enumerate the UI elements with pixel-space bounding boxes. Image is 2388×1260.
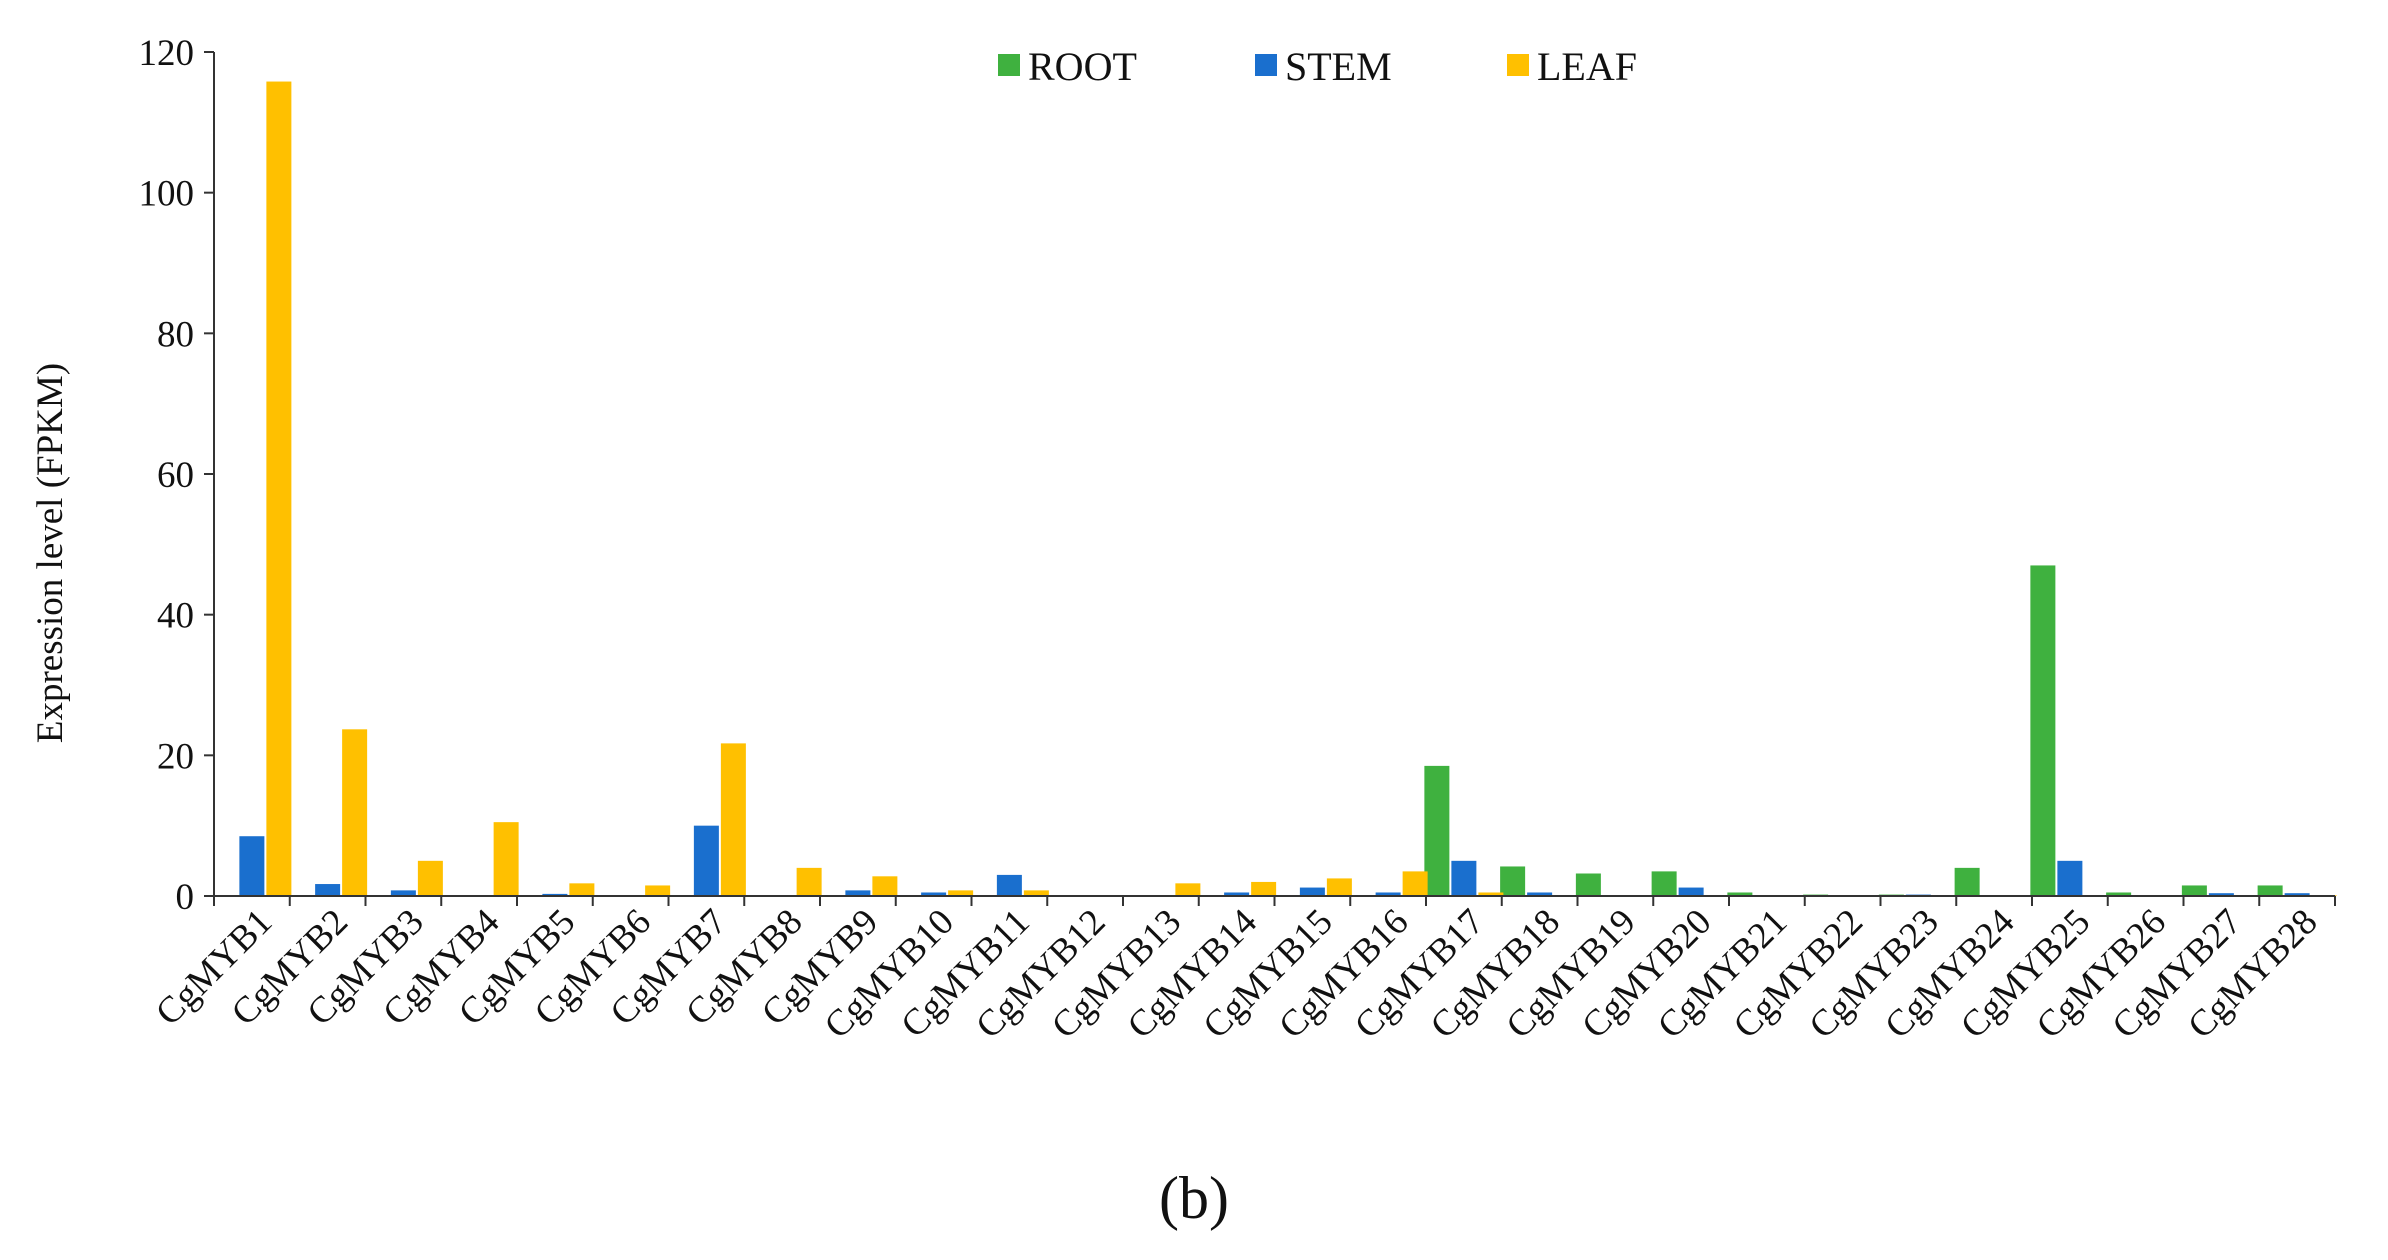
bar-stem-cgmyb27: [2208, 893, 2234, 896]
bar-root-cgmyb17: [1424, 765, 1450, 896]
bar-root-cgmyb21: [1727, 892, 1753, 896]
bar-leaf-cgmyb9: [872, 876, 898, 896]
legend: ROOT STEM LEAF: [998, 44, 1637, 89]
legend-swatch-leaf: [1507, 54, 1529, 76]
bar-stem-cgmyb11: [996, 874, 1022, 896]
y-axis-title: Expression level (FPKM): [30, 363, 71, 743]
bar-stem-cgmyb28: [2284, 893, 2310, 896]
bar-stem-cgmyb18: [1527, 892, 1553, 896]
bar-stem-cgmyb20: [1678, 887, 1704, 896]
y-axis-ticks: 0 20 40 60 80 100 120: [139, 33, 214, 918]
y-tick-label: 80: [157, 314, 194, 355]
panel-label: (b): [1159, 1165, 1229, 1231]
bar-leaf-cgmyb10: [948, 890, 974, 896]
bar-leaf-cgmyb17: [1478, 892, 1504, 896]
bar-stem-cgmyb5: [542, 893, 568, 896]
bar-leaf-cgmyb3: [417, 860, 443, 896]
bars-group: [239, 81, 2337, 897]
bar-leaf-cgmyb2: [342, 729, 368, 896]
bar-stem-cgmyb10: [921, 892, 947, 896]
legend-label-stem: STEM: [1285, 44, 1392, 89]
axes: [213, 52, 2336, 906]
bar-stem-cgmyb15: [1299, 887, 1325, 896]
bar-root-cgmyb19: [1575, 873, 1601, 896]
bar-stem-cgmyb14: [1224, 892, 1250, 896]
bar-leaf-cgmyb5: [569, 883, 595, 896]
y-tick-label: 40: [157, 596, 194, 637]
bar-leaf-cgmyb4: [493, 822, 519, 896]
bar-leaf-cgmyb8: [796, 867, 822, 896]
bar-root-cgmyb25: [2030, 565, 2056, 896]
bar-stem-cgmyb25: [2057, 860, 2083, 896]
bar-stem-cgmyb1: [239, 836, 265, 896]
legend-label-leaf: LEAF: [1537, 44, 1637, 89]
bar-root-cgmyb24: [1954, 867, 1980, 896]
bar-stem-cgmyb9: [845, 890, 871, 896]
legend-label-root: ROOT: [1028, 44, 1137, 89]
legend-swatch-stem: [1255, 54, 1277, 76]
bar-leaf-cgmyb16: [1402, 871, 1428, 896]
bar-root-cgmyb18: [1500, 866, 1526, 896]
bar-leaf-cgmyb6: [645, 885, 671, 896]
bar-leaf-cgmyb1: [266, 81, 292, 897]
y-tick-label: 100: [139, 174, 195, 215]
y-tick-label: 20: [157, 736, 194, 777]
bar-root-cgmyb28: [2257, 885, 2283, 896]
bar-stem-cgmyb16: [1375, 892, 1401, 896]
y-tick-label: 120: [139, 33, 195, 74]
bar-root-cgmyb27: [2181, 885, 2207, 896]
bar-root-cgmyb26: [2106, 892, 2132, 896]
bar-root-cgmyb20: [1651, 871, 1677, 896]
y-tick-label: 60: [157, 455, 194, 496]
y-tick-label: 0: [176, 877, 195, 918]
bar-leaf-cgmyb15: [1326, 878, 1352, 896]
bar-stem-cgmyb17: [1451, 860, 1477, 896]
bar-stem-cgmyb7: [693, 825, 719, 896]
bar-leaf-cgmyb11: [1023, 890, 1049, 896]
x-axis-tick-labels: CgMYB1CgMYB2CgMYB3CgMYB4CgMYB5CgMYB6CgMY…: [148, 901, 2325, 1046]
bar-leaf-cgmyb14: [1251, 881, 1277, 896]
bar-stem-cgmyb3: [390, 890, 416, 896]
y-axis-label: Expression level (FPKM): [30, 363, 71, 743]
legend-swatch-root: [998, 54, 1020, 76]
bar-leaf-cgmyb7: [720, 743, 746, 896]
bar-stem-cgmyb2: [315, 884, 341, 896]
bar-leaf-cgmyb13: [1175, 883, 1201, 896]
